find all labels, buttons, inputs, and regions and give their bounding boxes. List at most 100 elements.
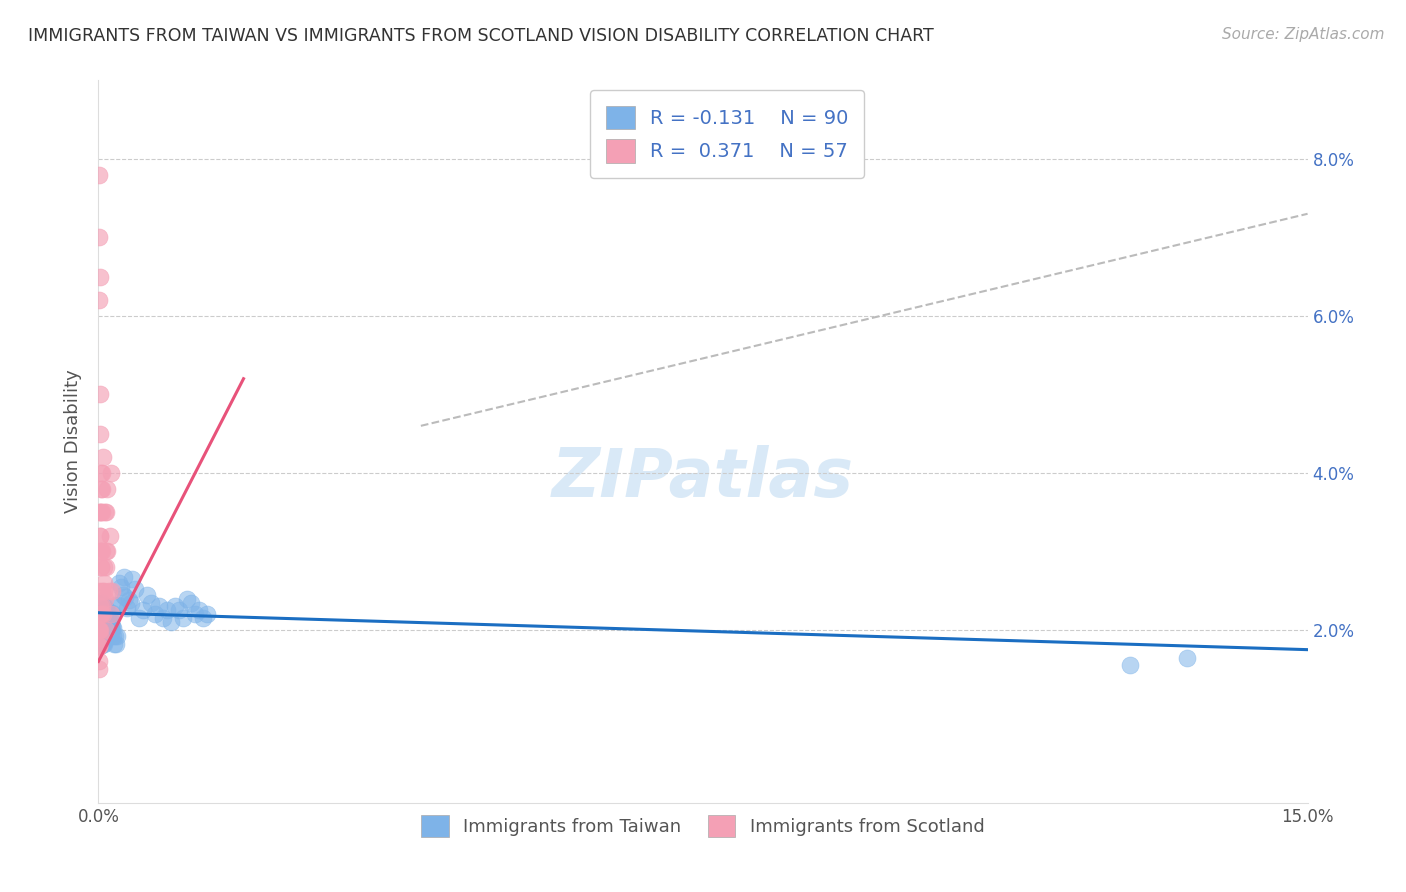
Point [94, 611, 117, 625]
Point [184, 607, 207, 622]
Point [107, 598, 129, 612]
Point [167, 603, 190, 617]
Point [101, 606, 124, 620]
Point [118, 593, 141, 607]
Point [110, 580, 132, 594]
Point [89, 529, 111, 543]
Point [91, 637, 114, 651]
Point [89, 426, 111, 441]
Point [90, 466, 112, 480]
Point [112, 569, 135, 583]
Point [90, 635, 112, 649]
Point [100, 623, 122, 637]
Point [89, 639, 111, 653]
Point [97, 629, 120, 643]
Point [160, 615, 183, 630]
Point [101, 583, 124, 598]
Point [89, 293, 111, 308]
Point [132, 603, 155, 617]
Point [90, 544, 112, 558]
Point [93, 560, 115, 574]
Point [89, 623, 111, 637]
Point [94, 603, 117, 617]
Point [93, 583, 115, 598]
Point [152, 611, 174, 625]
Point [96, 505, 118, 519]
Point [90, 623, 112, 637]
Point [90, 631, 112, 645]
Point [97, 619, 120, 633]
Point [100, 607, 122, 622]
Point [90, 607, 112, 622]
Point [148, 599, 170, 614]
Point [135, 588, 157, 602]
Point [91, 635, 114, 649]
Point [139, 595, 162, 609]
Point [90, 544, 112, 558]
Point [1119, 658, 1142, 673]
Point [100, 614, 122, 628]
Point [94, 614, 117, 628]
Point [97, 583, 120, 598]
Point [89, 623, 111, 637]
Point [143, 607, 166, 622]
Point [91, 603, 114, 617]
Point [115, 601, 138, 615]
Point [90, 623, 112, 637]
Point [104, 598, 127, 612]
Point [98, 529, 121, 543]
Point [89, 607, 111, 622]
Point [89, 655, 111, 669]
Point [101, 622, 124, 636]
Point [193, 611, 215, 625]
Point [96, 603, 118, 617]
Point [89, 639, 111, 653]
Point [91, 611, 114, 625]
Point [94, 631, 117, 645]
Point [96, 627, 118, 641]
Point [89, 623, 111, 637]
Legend: Immigrants from Taiwan, Immigrants from Scotland: Immigrants from Taiwan, Immigrants from … [415, 808, 991, 845]
Point [103, 629, 125, 643]
Point [94, 611, 117, 625]
Point [89, 583, 111, 598]
Point [89, 230, 111, 244]
Point [111, 588, 134, 602]
Point [101, 629, 124, 643]
Point [96, 623, 118, 637]
Point [91, 615, 114, 630]
Point [1175, 650, 1198, 665]
Point [91, 603, 114, 617]
Point [91, 607, 114, 622]
Point [90, 607, 112, 622]
Text: Source: ZipAtlas.com: Source: ZipAtlas.com [1222, 27, 1385, 42]
Point [89, 662, 111, 676]
Point [90, 560, 112, 574]
Point [89, 168, 111, 182]
Point [91, 450, 114, 465]
Point [89, 615, 111, 630]
Point [120, 595, 142, 609]
Point [105, 629, 128, 643]
Point [89, 505, 111, 519]
Point [90, 595, 112, 609]
Point [89, 269, 111, 284]
Point [94, 606, 117, 620]
Point [93, 637, 115, 651]
Point [91, 603, 114, 617]
Point [128, 611, 150, 625]
Point [121, 572, 143, 586]
Point [96, 606, 118, 620]
Point [91, 505, 114, 519]
Point [91, 583, 114, 598]
Point [156, 603, 179, 617]
Point [114, 590, 136, 604]
Point [89, 639, 111, 653]
Point [89, 639, 111, 653]
Point [94, 560, 117, 574]
Point [96, 482, 118, 496]
Point [90, 482, 112, 496]
Point [89, 387, 111, 401]
Point [93, 575, 115, 590]
Point [96, 603, 118, 617]
